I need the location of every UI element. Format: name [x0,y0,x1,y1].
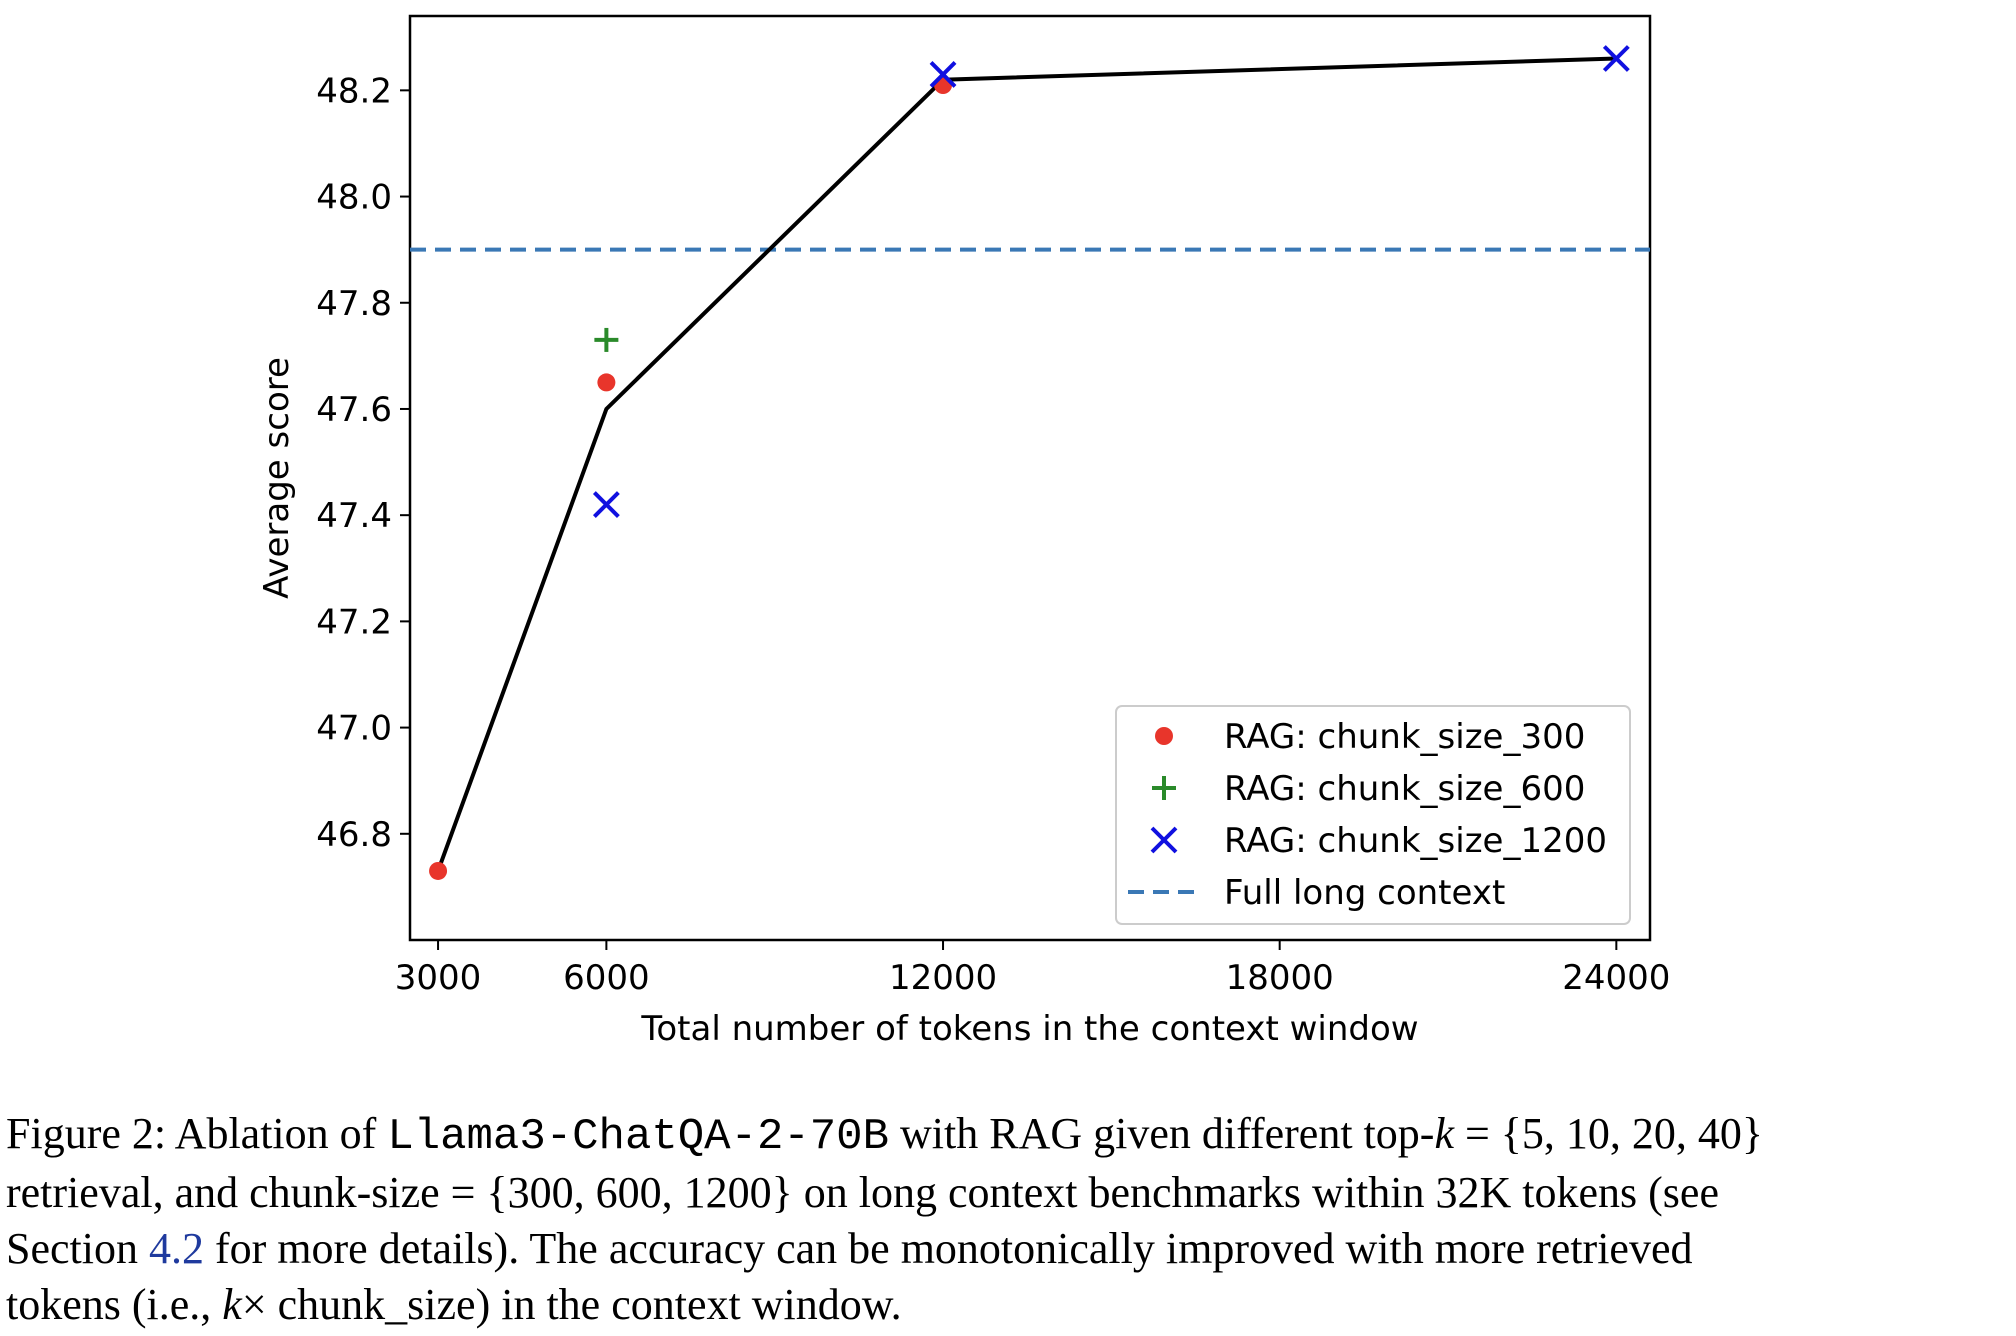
legend-label: Full long context [1224,873,1505,913]
caption-text: Section [6,1224,149,1273]
y-tick-label: 46.8 [316,815,392,855]
data-point-plus [594,327,619,352]
legend-marker-x [1150,826,1178,854]
legend-label: RAG: chunk_size_1200 [1224,821,1607,861]
x-axis-label: Total number of tokens in the context wi… [640,1009,1418,1049]
y-axis-label: Average score [257,357,297,599]
y-tick-label: 47.0 [316,709,392,749]
caption-text: Figure 2: Ablation of [6,1109,388,1158]
figure-caption: Figure 2: Ablation of Llama3-ChatQA-2-70… [6,1106,2010,1333]
plot-frame [408,14,1652,942]
y-tick-label: 47.6 [316,390,392,430]
caption-line-4: tokens (i.e., k× chunk_size) in the cont… [6,1277,2010,1333]
caption-k-symbol: k [222,1280,242,1329]
data-point-circle [429,861,448,880]
x-tick-label: 18000 [1226,958,1334,998]
data-point-x [929,60,957,88]
y-tick-label: 47.8 [316,284,392,324]
x-tick-label: 6000 [563,958,650,998]
y-tick-label: 48.0 [316,178,392,218]
caption-line-1: Figure 2: Ablation of Llama3-ChatQA-2-70… [6,1106,2010,1165]
legend-marker-plus [1152,776,1176,800]
trend-line [436,56,1617,872]
chart-container: 3000 6000 12000 18000 24000 46.8 47.0 47.2 47.4 4… [257,14,1670,1049]
caption-text: tokens (i.e., [6,1280,223,1329]
caption-text: × chunk_size) in the context window. [241,1280,902,1329]
legend-label: RAG: chunk_size_600 [1224,769,1585,809]
scatter-chart: 3000 6000 12000 18000 24000 46.8 47.0 47.2 47.4 4… [257,14,1670,1049]
legend-box [1115,705,1631,925]
legend-marker-circle [1155,727,1173,745]
x-tick-label: 3000 [395,958,482,998]
data-point-x [592,491,620,518]
data-point-circle [597,373,616,392]
y-tick-label: 48.2 [316,71,392,111]
caption-text: with RAG given different top- [889,1109,1435,1158]
caption-k-symbol: k [1434,1109,1454,1158]
caption-text: for more details). The accuracy can be m… [203,1224,1693,1273]
y-tick-label: 47.2 [316,602,392,642]
x-tick-label: 24000 [1562,958,1670,998]
caption-text: = {5, 10, 20, 40} [1453,1109,1764,1158]
y-tick-label: 47.4 [316,496,392,536]
section-reference-link[interactable]: 4.2 [148,1224,204,1273]
caption-line-3: Section 4.2 for more details). The accur… [6,1221,2010,1277]
legend-label: RAG: chunk_size_300 [1224,717,1585,757]
caption-model-name: Llama3-ChatQA-2-70B [387,1112,889,1162]
caption-line-2: retrieval, and chunk-size = {300, 600, 1… [6,1168,1719,1217]
data-point-x [1602,45,1630,72]
x-tick-label: 12000 [889,958,997,998]
